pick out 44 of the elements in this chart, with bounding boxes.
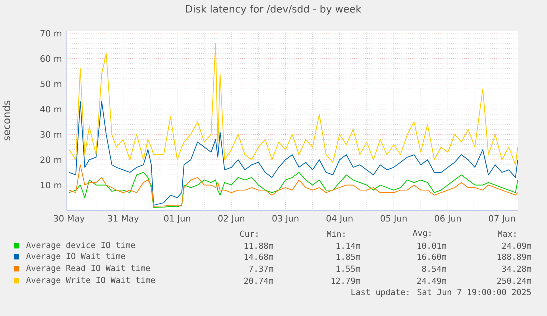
y-axis-title: seconds: [2, 100, 10, 141]
legend-label: Average device IO time: [26, 242, 136, 250]
y-tick-label: 20 m: [40, 156, 62, 164]
legend-label: Average Write IO Wait time: [26, 276, 156, 286]
legend-label: Average Read IO Wait time: [26, 264, 150, 274]
text: 250.24m: [498, 278, 532, 284]
x-tick-label: 03 Jun: [272, 215, 299, 224]
text: Avg:: [412, 230, 431, 238]
text: 188.89m: [498, 254, 532, 260]
text: Last update: Sat Jun 7 19:00:00 2025: [352, 288, 532, 297]
y-tick-label: 50 m: [40, 80, 62, 88]
y-tick-label: 10 m: [41, 182, 62, 189]
text: 1.14m: [336, 242, 360, 249]
x-tick-label: 02 Jun: [218, 215, 245, 224]
text: 14.68m: [244, 254, 274, 260]
text: 1.85m: [336, 254, 360, 260]
legend-label: Average IO Wait time: [26, 252, 126, 262]
y-tick-label: 30 m: [40, 131, 62, 138]
chart-title: Disk latency for /dev/sdd - by week: [186, 5, 362, 15]
text: 24.09m: [502, 242, 532, 250]
text: 1.55m: [336, 266, 360, 272]
y-tick-label: 40 m: [40, 106, 62, 113]
y-tick-label: 60 m: [40, 56, 62, 62]
x-tick-label: 07 Jun: [489, 215, 516, 224]
text: Max:: [498, 230, 516, 238]
text: 7.37m: [249, 266, 274, 272]
text: 16.60m: [418, 254, 446, 260]
y-tick-label: 70 m: [40, 30, 62, 37]
text: 8.54m: [422, 266, 446, 272]
text: 10.01m: [418, 242, 446, 250]
text: 11.88m: [244, 242, 274, 250]
x-tick-label: 04 Jun: [326, 215, 353, 224]
text: 12.79m: [332, 278, 360, 284]
text: 24.49m: [417, 278, 446, 284]
line-series: [68, 43, 518, 166]
text: 20.74m: [244, 278, 274, 284]
x-tick-label: 05 Jun: [380, 215, 407, 224]
x-tick-label: 06 Jun: [434, 215, 461, 224]
text: Min:: [327, 230, 345, 238]
text: 34.28m: [502, 266, 532, 272]
text: Cur:: [240, 230, 258, 238]
x-tick-label: 31 May: [108, 215, 139, 224]
x-tick-label: 01 Jun: [164, 215, 190, 224]
x-tick-label: 30 May: [54, 215, 85, 224]
